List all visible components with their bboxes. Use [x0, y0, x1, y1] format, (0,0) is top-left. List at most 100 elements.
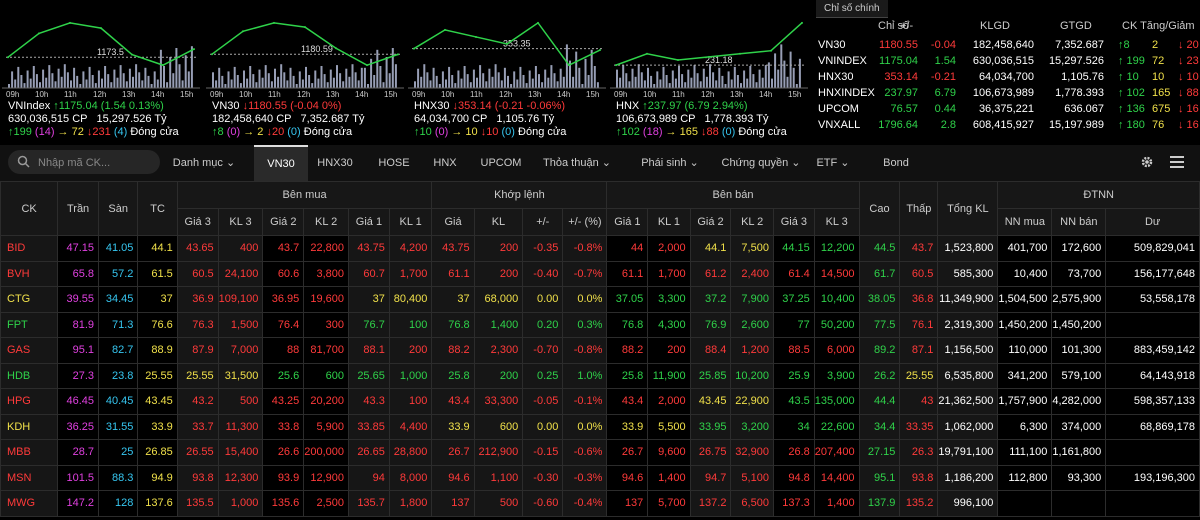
index-col-header[interactable]: GTGD: [1060, 20, 1092, 32]
col-sub-header[interactable]: KL 1: [388, 208, 433, 236]
tab-hnx[interactable]: HNX: [420, 145, 470, 181]
index-row[interactable]: HNXINDEX 237.97 6.79 106,673,989 1,778.393 ↑ …: [812, 85, 1200, 101]
cell-lo: 33.35: [899, 413, 939, 440]
col-ceiling[interactable]: Trần: [57, 181, 99, 236]
stock-symbol[interactable]: GAS: [0, 337, 59, 364]
tab-danh-mục[interactable]: Danh mục ⌄: [168, 145, 240, 181]
index-value: 1175.04: [879, 55, 918, 67]
tab-label: ETF: [816, 157, 838, 169]
cell-lo: 76.1: [899, 311, 939, 338]
stock-symbol[interactable]: HPG: [0, 388, 59, 415]
volume-bar: [590, 49, 593, 88]
tab-thỏa-thuận[interactable]: Thỏa thuận ⌄: [534, 145, 620, 181]
index-chart-hnx30[interactable]: 353.35 09h 10h 11h 12h 13h 14h 15h HNX30 ↓353.14…: [408, 0, 606, 145]
table-row[interactable]: MWG 147.2 128 137.6 135.5 1,000 135.6 2,500 135.…: [0, 490, 1200, 517]
volume-bar: [715, 80, 718, 88]
stock-symbol[interactable]: MBB: [0, 439, 59, 466]
cell-p: 37: [431, 286, 475, 313]
index-chart-vnindex[interactable]: 1173.5 09h 10h 11h 12h 13h 14h 15h VNIndex ↑1175…: [2, 0, 200, 145]
table-row[interactable]: HPG 46.45 40.45 43.45 43.2 500 43.25 20,200 43.3…: [0, 388, 1200, 415]
col-high[interactable]: Cao: [858, 181, 901, 236]
stock-symbol[interactable]: MWG: [0, 490, 59, 517]
index-col-header[interactable]: CK Tăng/Giảm: [1122, 20, 1195, 32]
index-row[interactable]: HNX30 353.14 -0.21 64,034,700 1,105.76 ↑ 10 10…: [812, 69, 1200, 85]
col-sub-header[interactable]: Giá: [431, 208, 475, 236]
tab-vn30[interactable]: VN30: [254, 145, 308, 181]
col-sub-header[interactable]: KL 3: [217, 208, 264, 236]
index-row[interactable]: UPCOM 76.57 0.44 36,375,221 636.067 ↑ 136 675 ↓…: [812, 101, 1200, 117]
tab-phái-sinh[interactable]: Phái sinh ⌄: [632, 145, 708, 181]
col-sub-header[interactable]: Giá 3: [176, 208, 219, 236]
menu-icon[interactable]: [1170, 156, 1184, 168]
volume-bar: [578, 67, 581, 88]
index-col-header[interactable]: +/-: [900, 20, 914, 32]
cell-s1: 25.8: [606, 362, 649, 389]
table-row[interactable]: BID 47.15 41.05 44.1 43.65 400 43.7 22,800 43.75…: [0, 235, 1200, 262]
volume-bar: [128, 68, 131, 88]
col-sub-header[interactable]: Giá 2: [262, 208, 305, 236]
stock-symbol[interactable]: MSN: [0, 464, 59, 491]
col-reference[interactable]: TC: [137, 181, 178, 236]
col-sub-header[interactable]: KL 1: [647, 208, 691, 236]
col-sub-header[interactable]: KL 2: [303, 208, 349, 236]
stock-symbol[interactable]: BVH: [0, 260, 59, 287]
volume-bar: [107, 74, 110, 88]
cell-bk3: 31,500: [217, 362, 264, 389]
index-col-header[interactable]: KLGD: [980, 20, 1010, 32]
cell-s3: 77: [772, 311, 815, 338]
stock-search[interactable]: [8, 150, 160, 174]
col-sub-header[interactable]: Giá 1: [348, 208, 390, 236]
col-sub-header[interactable]: Dư: [1105, 208, 1200, 236]
col-sub-header[interactable]: NN bán: [1051, 208, 1107, 236]
tab-hnx30[interactable]: HNX30: [308, 145, 362, 181]
col-sub-header[interactable]: KL: [473, 208, 524, 236]
col-sub-header[interactable]: +/- (%): [562, 208, 608, 236]
gear-icon[interactable]: [1140, 155, 1154, 169]
col-sub-header[interactable]: Giá 1: [606, 208, 649, 236]
col-sub-header[interactable]: KL 3: [813, 208, 860, 236]
index-change: -0.04: [930, 39, 956, 51]
search-input[interactable]: [36, 153, 158, 173]
index-row[interactable]: VNINDEX 1175.04 1.54 630,036,515 15,297.526 ↑…: [812, 53, 1200, 69]
index-col-header[interactable]: Chỉ số: [878, 20, 910, 32]
table-row[interactable]: CTG 39.55 34.45 37 36.9 109,100 36.95 19,600 37 8…: [0, 286, 1200, 313]
table-row[interactable]: GAS 95.1 82.7 88.9 87.9 7,000 88 81,700 88.1 200 8…: [0, 337, 1200, 364]
table-row[interactable]: FPT 81.9 71.3 76.6 76.3 1,500 76.4 300 76.7 100 76…: [0, 311, 1200, 338]
tab-main-indexes[interactable]: Chỉ số chính: [816, 0, 888, 18]
tab-bond[interactable]: Bond: [866, 145, 926, 181]
col-sub-header[interactable]: +/-: [522, 208, 564, 236]
x-tick-label: 15h: [586, 90, 599, 99]
col-sub-header[interactable]: KL 2: [730, 208, 774, 236]
stock-symbol[interactable]: BID: [0, 235, 59, 262]
cell-hi: 44.4: [858, 388, 901, 415]
table-row[interactable]: HDB 27.3 23.8 25.55 25.55 31,500 25.6 600 25.65 1…: [0, 362, 1200, 389]
cell-tot: 1,186,200: [937, 464, 999, 491]
tab-upcom[interactable]: UPCOM: [470, 145, 532, 181]
table-row[interactable]: MSN 101.5 88.3 94.9 93.8 12,300 93.9 12,900 94 8,…: [0, 464, 1200, 491]
index-row[interactable]: VN30 1180.55 -0.04 182,458,640 7,352.687 ↑8 2 ↓…: [812, 37, 1200, 53]
stock-symbol[interactable]: FPT: [0, 311, 59, 338]
tab-etf[interactable]: ETF ⌄: [808, 145, 858, 181]
col-low[interactable]: Thấp: [899, 181, 939, 236]
index-chart-hnx[interactable]: 231.18 09h 10h 11h 12h 13h 14h 15h HNX ↑237.97 (…: [610, 0, 808, 145]
col-floor[interactable]: Sàn: [97, 181, 139, 236]
cell-tot: 585,300: [937, 260, 999, 287]
index-chart-vn30[interactable]: 1180.59 09h 10h 11h 12h 13h 14h 15h VN30 ↓1180.5…: [206, 0, 404, 145]
col-total-volume[interactable]: Tổng KL: [937, 181, 999, 236]
stock-symbol[interactable]: KDH: [0, 413, 59, 440]
col-ck[interactable]: CK: [0, 181, 59, 236]
tab-chứng-quyền[interactable]: Chứng quyền ⌄: [720, 145, 802, 181]
stock-symbol[interactable]: HDB: [0, 362, 59, 389]
volume-bar: [584, 58, 587, 88]
table-row[interactable]: BVH 65.8 57.2 61.5 60.5 24,100 60.6 3,800 60.7 1,…: [0, 260, 1200, 287]
volume-bar: [212, 72, 214, 88]
index-row[interactable]: VNXALL 1796.64 2.8 608,415,927 15,197.989 ↑ 1…: [812, 117, 1200, 133]
volume-bar: [159, 49, 162, 88]
col-sub-header[interactable]: NN mua: [997, 208, 1053, 236]
tab-hose[interactable]: HOSE: [368, 145, 420, 181]
stock-symbol[interactable]: CTG: [0, 286, 59, 313]
table-row[interactable]: KDH 36.25 31.55 33.9 33.7 11,300 33.8 5,900 33.8…: [0, 413, 1200, 440]
table-row[interactable]: MBB 28.7 25 26.85 26.55 15,400 26.6 200,000 26.6…: [0, 439, 1200, 466]
col-sub-header[interactable]: Giá 2: [689, 208, 732, 236]
col-sub-header[interactable]: Giá 3: [772, 208, 815, 236]
